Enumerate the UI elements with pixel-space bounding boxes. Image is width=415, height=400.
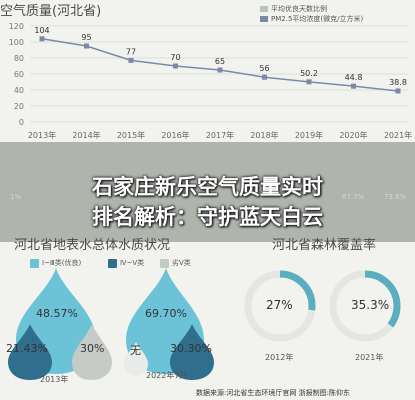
strip-value: 1% xyxy=(10,193,22,201)
drop-year: 2013年 xyxy=(40,375,69,384)
donut-arc xyxy=(329,270,401,342)
data-label: 56 xyxy=(259,64,269,73)
y-tick-label: 20 xyxy=(14,102,24,111)
drop-value-mid: 30.30% xyxy=(170,342,212,355)
legend-label: Ⅳ~Ⅴ类 xyxy=(120,259,145,267)
legend-swatch xyxy=(160,258,169,268)
data-point xyxy=(128,57,134,63)
x-tick-label: 2019年 xyxy=(295,130,323,140)
legend-swatch xyxy=(108,258,117,268)
headline-line-2: 排名解析：守护蓝天白云 xyxy=(92,205,323,229)
data-label: 95 xyxy=(81,33,91,42)
water-quality-title: 河北省地表水总体水质状况 xyxy=(14,238,171,253)
data-label: 44.8 xyxy=(345,73,363,82)
x-tick-label: 2021年 xyxy=(384,130,412,140)
data-label: 77 xyxy=(126,47,136,56)
legend-swatch xyxy=(260,16,268,22)
legend-label: 劣Ⅴ类 xyxy=(172,259,191,267)
legend-swatch xyxy=(30,258,39,268)
drop-value-bad: 无 xyxy=(130,344,141,357)
data-point xyxy=(351,83,356,89)
legend-swatch xyxy=(260,6,268,12)
legend-label: PM2.5平均浓度(微克/立方米) xyxy=(271,15,364,23)
y-tick-label: 100 xyxy=(9,38,24,47)
x-tick-label: 2017年 xyxy=(206,130,234,140)
chart-title: 空气质量(河北省) xyxy=(0,4,102,19)
donut-value: 27% xyxy=(266,298,293,312)
legend-label: Ⅰ~Ⅲ类(优良) xyxy=(42,259,82,267)
x-tick-label: 2014年 xyxy=(72,130,100,140)
drop-value-good: 48.57% xyxy=(36,307,78,320)
water-drop-bad xyxy=(72,324,112,380)
headline-banner xyxy=(0,142,415,242)
y-tick-label: 120 xyxy=(9,22,24,31)
donut-year: 2012年 xyxy=(265,353,294,362)
data-label: 65 xyxy=(215,57,225,66)
data-point xyxy=(395,88,401,94)
drop-value-mid: 21.43% xyxy=(6,342,48,355)
x-tick-label: 2020年 xyxy=(339,130,367,140)
data-point xyxy=(84,43,89,49)
drop-value-bad: 30% xyxy=(80,342,105,355)
drop-value-good: 69.70% xyxy=(145,307,187,320)
data-label: 70 xyxy=(170,53,180,62)
data-point xyxy=(173,63,178,69)
data-label: 38.8 xyxy=(389,78,407,87)
donut-arc xyxy=(244,270,316,342)
y-tick-label: 40 xyxy=(14,86,24,95)
water-legend-item: Ⅳ~Ⅴ类 xyxy=(108,258,144,268)
data-label: 104 xyxy=(34,26,49,35)
y-tick-label: 60 xyxy=(14,70,24,79)
headline-line-1: 石家庄新乐空气质量实时 xyxy=(92,175,323,199)
water-drop-bad xyxy=(124,342,148,376)
pm25-line-chart: 0 20 40 60 80 100 120 2013年 2014年 2015年 2016年 2017年… xyxy=(9,22,412,140)
donut-year: 2021年 xyxy=(355,353,384,362)
y-tick-label: 0 xyxy=(19,118,24,127)
strip-value: 67.7% xyxy=(342,193,365,201)
x-tick-label: 2013年 xyxy=(28,130,56,140)
forest-coverage-title: 河北省森林覆盖率 xyxy=(272,238,377,253)
data-point xyxy=(217,67,223,73)
data-source: 数据来源:河北省生态环境厅官网 浙报制图:陈仰东 xyxy=(196,389,350,397)
water-drop-mid xyxy=(170,324,214,380)
x-tick-label: 2018年 xyxy=(250,130,278,140)
water-drops-graphic xyxy=(8,268,214,380)
strip-value: 73.8% xyxy=(384,193,407,201)
x-tick-label: 2016年 xyxy=(161,130,189,140)
legend-item-pm25: PM2.5平均浓度(微克/立方米) xyxy=(260,14,363,24)
legend-label: 平均优良天数比例 xyxy=(271,5,327,13)
data-label: 50.2 xyxy=(300,69,318,78)
drop-year: 2022年7月 xyxy=(146,371,188,380)
donut-value: 35.3% xyxy=(351,298,390,312)
y-tick-label: 80 xyxy=(14,54,24,63)
water-drop-mid xyxy=(8,324,52,380)
legend-item-good-days: 平均优良天数比例 xyxy=(260,4,327,14)
water-legend-item: Ⅰ~Ⅲ类(优良) xyxy=(30,258,81,268)
x-tick-label: 2015年 xyxy=(117,130,145,140)
data-point xyxy=(306,79,312,85)
data-point xyxy=(39,36,45,42)
forest-donuts xyxy=(244,270,401,342)
data-point xyxy=(262,74,267,80)
water-legend-item: 劣Ⅴ类 xyxy=(160,258,191,268)
